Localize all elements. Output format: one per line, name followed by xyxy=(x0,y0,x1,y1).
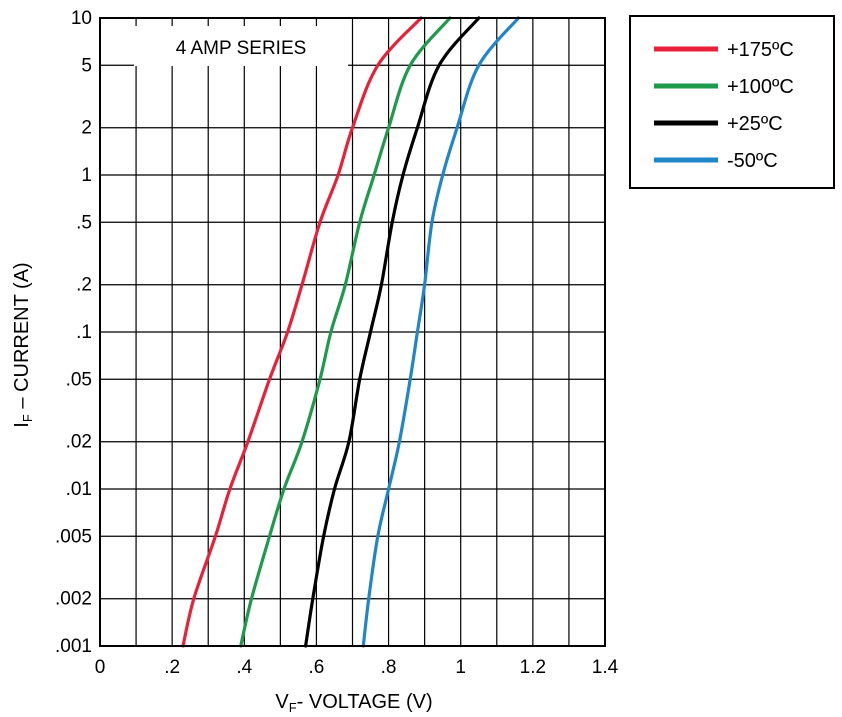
legend-label: +100ºC xyxy=(727,76,794,98)
x-tick-label: 1 xyxy=(455,657,466,678)
x-tick-label: .2 xyxy=(164,657,180,678)
x-axis-label: VF- VOLTAGE (V) xyxy=(275,691,432,715)
x-tick-label: 1.4 xyxy=(592,657,619,678)
y-axis-label-sub: F xyxy=(20,414,35,422)
x-axis-label-rest: - VOLTAGE (V) xyxy=(297,691,433,713)
x-tick-labels: 0 .2 .4 .6 .8 1 1.2 1.4 xyxy=(95,657,619,678)
series-curves xyxy=(181,16,520,648)
x-tick-label: .8 xyxy=(381,657,397,678)
x-tick-label: .4 xyxy=(236,657,252,678)
series-line-2 xyxy=(239,16,452,648)
y-tick-label: 5 xyxy=(81,55,92,76)
x-tick-label: 1.2 xyxy=(520,657,546,678)
series-line-1 xyxy=(181,16,423,648)
legend-label: +175ºC xyxy=(727,39,794,61)
y-tick-label: .5 xyxy=(76,212,92,233)
y-tick-label: .02 xyxy=(66,432,92,453)
x-axis-label-main: V xyxy=(275,691,289,713)
legend: +175ºC +100ºC +25ºC -50ºC xyxy=(629,15,835,189)
y-tick-label: .05 xyxy=(66,369,92,390)
grid xyxy=(99,17,606,647)
legend-label: -50ºC xyxy=(727,150,778,172)
y-axis-label-main: I xyxy=(11,422,33,428)
y-tick-label: 10 xyxy=(71,8,92,29)
annotation-box xyxy=(134,26,348,66)
x-axis-label-sub: F xyxy=(289,700,297,715)
series-line-4 xyxy=(361,16,520,648)
y-tick-label: .1 xyxy=(76,322,92,343)
y-tick-labels: .001 .002 .005 .01 .02 .05 .1 .2 .5 1 2 5 10 xyxy=(55,8,92,657)
y-axis-label: IF – CURRENT (A) xyxy=(11,262,35,427)
y-tick-label: .005 xyxy=(55,526,92,547)
y-tick-label: 1 xyxy=(81,165,92,186)
plot-frame xyxy=(99,17,606,647)
y-tick-label: 2 xyxy=(81,118,92,139)
y-tick-label: .2 xyxy=(76,275,92,296)
annotation-label: 4 AMP SERIES xyxy=(176,38,307,59)
y-tick-label: .001 xyxy=(55,636,92,657)
y-axis-label-rest: – CURRENT (A) xyxy=(11,262,33,414)
legend-label: +25ºC xyxy=(727,113,783,135)
y-tick-label: .01 xyxy=(66,479,92,500)
x-tick-label: .6 xyxy=(308,657,324,678)
y-tick-label: .002 xyxy=(55,589,92,610)
x-tick-label: 0 xyxy=(95,657,106,678)
series-line-3 xyxy=(304,16,481,648)
